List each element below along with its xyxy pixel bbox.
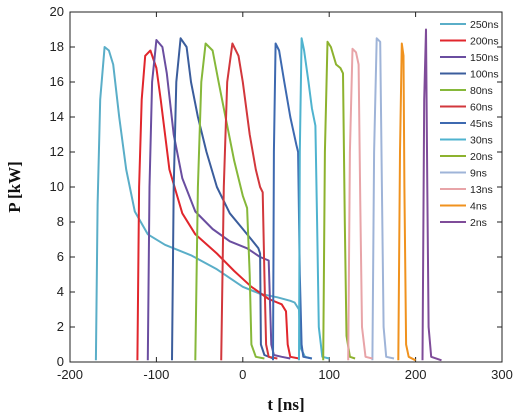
y-tick-label: 12 — [50, 144, 64, 159]
x-tick-label: 0 — [239, 367, 246, 382]
y-tick-label: 0 — [57, 354, 64, 369]
legend-label-45ns: 45ns — [470, 118, 493, 130]
y-tick-label: 8 — [57, 214, 64, 229]
y-tick-label: 18 — [50, 39, 64, 54]
y-tick-label: 6 — [57, 249, 64, 264]
y-tick-label: 20 — [50, 4, 64, 19]
series-line-13ns — [347, 47, 373, 361]
series-line-60ns — [220, 42, 278, 361]
legend-label-20ns: 20ns — [470, 151, 493, 163]
y-tick-label: 2 — [57, 319, 64, 334]
y-tick-label: 10 — [50, 179, 64, 194]
legend-label-9ns: 9ns — [470, 168, 487, 180]
legend-label-13ns: 13ns — [470, 184, 493, 196]
series-line-250ns — [94, 46, 313, 361]
legend-label-100ns: 100ns — [470, 69, 499, 81]
series-line-100ns — [171, 37, 274, 361]
series-line-150ns — [146, 39, 291, 361]
x-tick-label: -200 — [57, 367, 83, 382]
x-tick-label: 100 — [318, 367, 340, 382]
y-tick-label: 14 — [50, 109, 64, 124]
series-line-80ns — [194, 42, 265, 361]
x-tick-label: 200 — [405, 367, 427, 382]
legend-label-150ns: 150ns — [470, 52, 499, 64]
legend-label-80ns: 80ns — [470, 85, 493, 97]
legend-label-2ns: 2ns — [470, 217, 487, 229]
series-line-9ns — [371, 37, 395, 361]
series-line-45ns — [272, 42, 313, 361]
y-tick-label: 4 — [57, 284, 64, 299]
legend-label-30ns: 30ns — [470, 135, 493, 147]
series-line-4ns — [397, 42, 417, 362]
legend-label-200ns: 200ns — [470, 36, 499, 48]
x-tick-label: -100 — [143, 367, 169, 382]
legend-label-4ns: 4ns — [470, 201, 487, 213]
legend-label-60ns: 60ns — [470, 102, 493, 114]
legend-label-250ns: 250ns — [470, 19, 499, 31]
x-tick-label: 300 — [491, 367, 513, 382]
series-line-2ns — [421, 28, 442, 362]
x-axis-label: t [ns] — [267, 395, 304, 414]
series-line-200ns — [136, 49, 300, 361]
y-axis-label: P [kW] — [5, 161, 24, 212]
y-tick-label: 16 — [50, 74, 64, 89]
series-line-30ns — [298, 37, 330, 361]
